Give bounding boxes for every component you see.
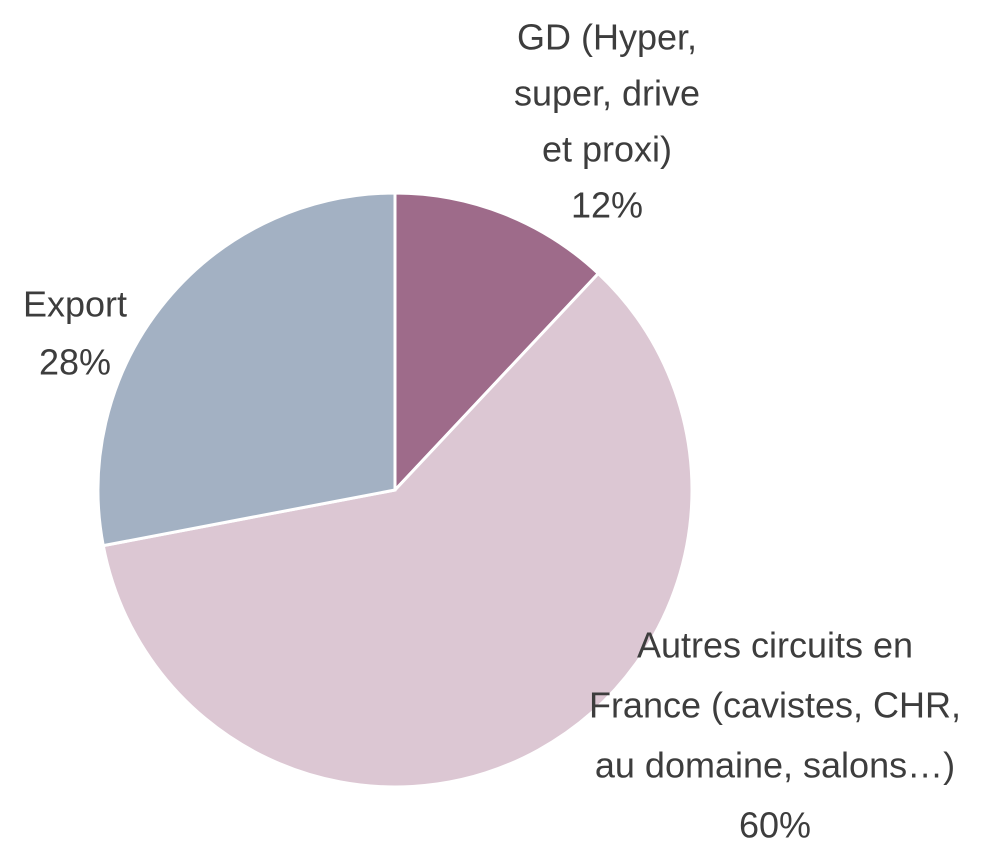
slice-label: Export — [23, 284, 127, 325]
pie-slice — [96, 191, 397, 548]
pie-slice — [393, 191, 601, 494]
slice-label: au domaine, salons…) — [595, 745, 955, 786]
slice-label: Autres circuits en — [637, 625, 913, 666]
value-label: 12% — [571, 185, 643, 226]
slice-label: GD (Hyper, — [517, 17, 697, 58]
slice-label: super, drive — [514, 73, 700, 114]
value-label: 60% — [739, 805, 811, 844]
slice-label: et proxi) — [542, 129, 672, 170]
pie-slice — [101, 271, 694, 789]
value-label: 28% — [39, 342, 111, 383]
slice-label: France (cavistes, CHR, — [589, 685, 961, 726]
